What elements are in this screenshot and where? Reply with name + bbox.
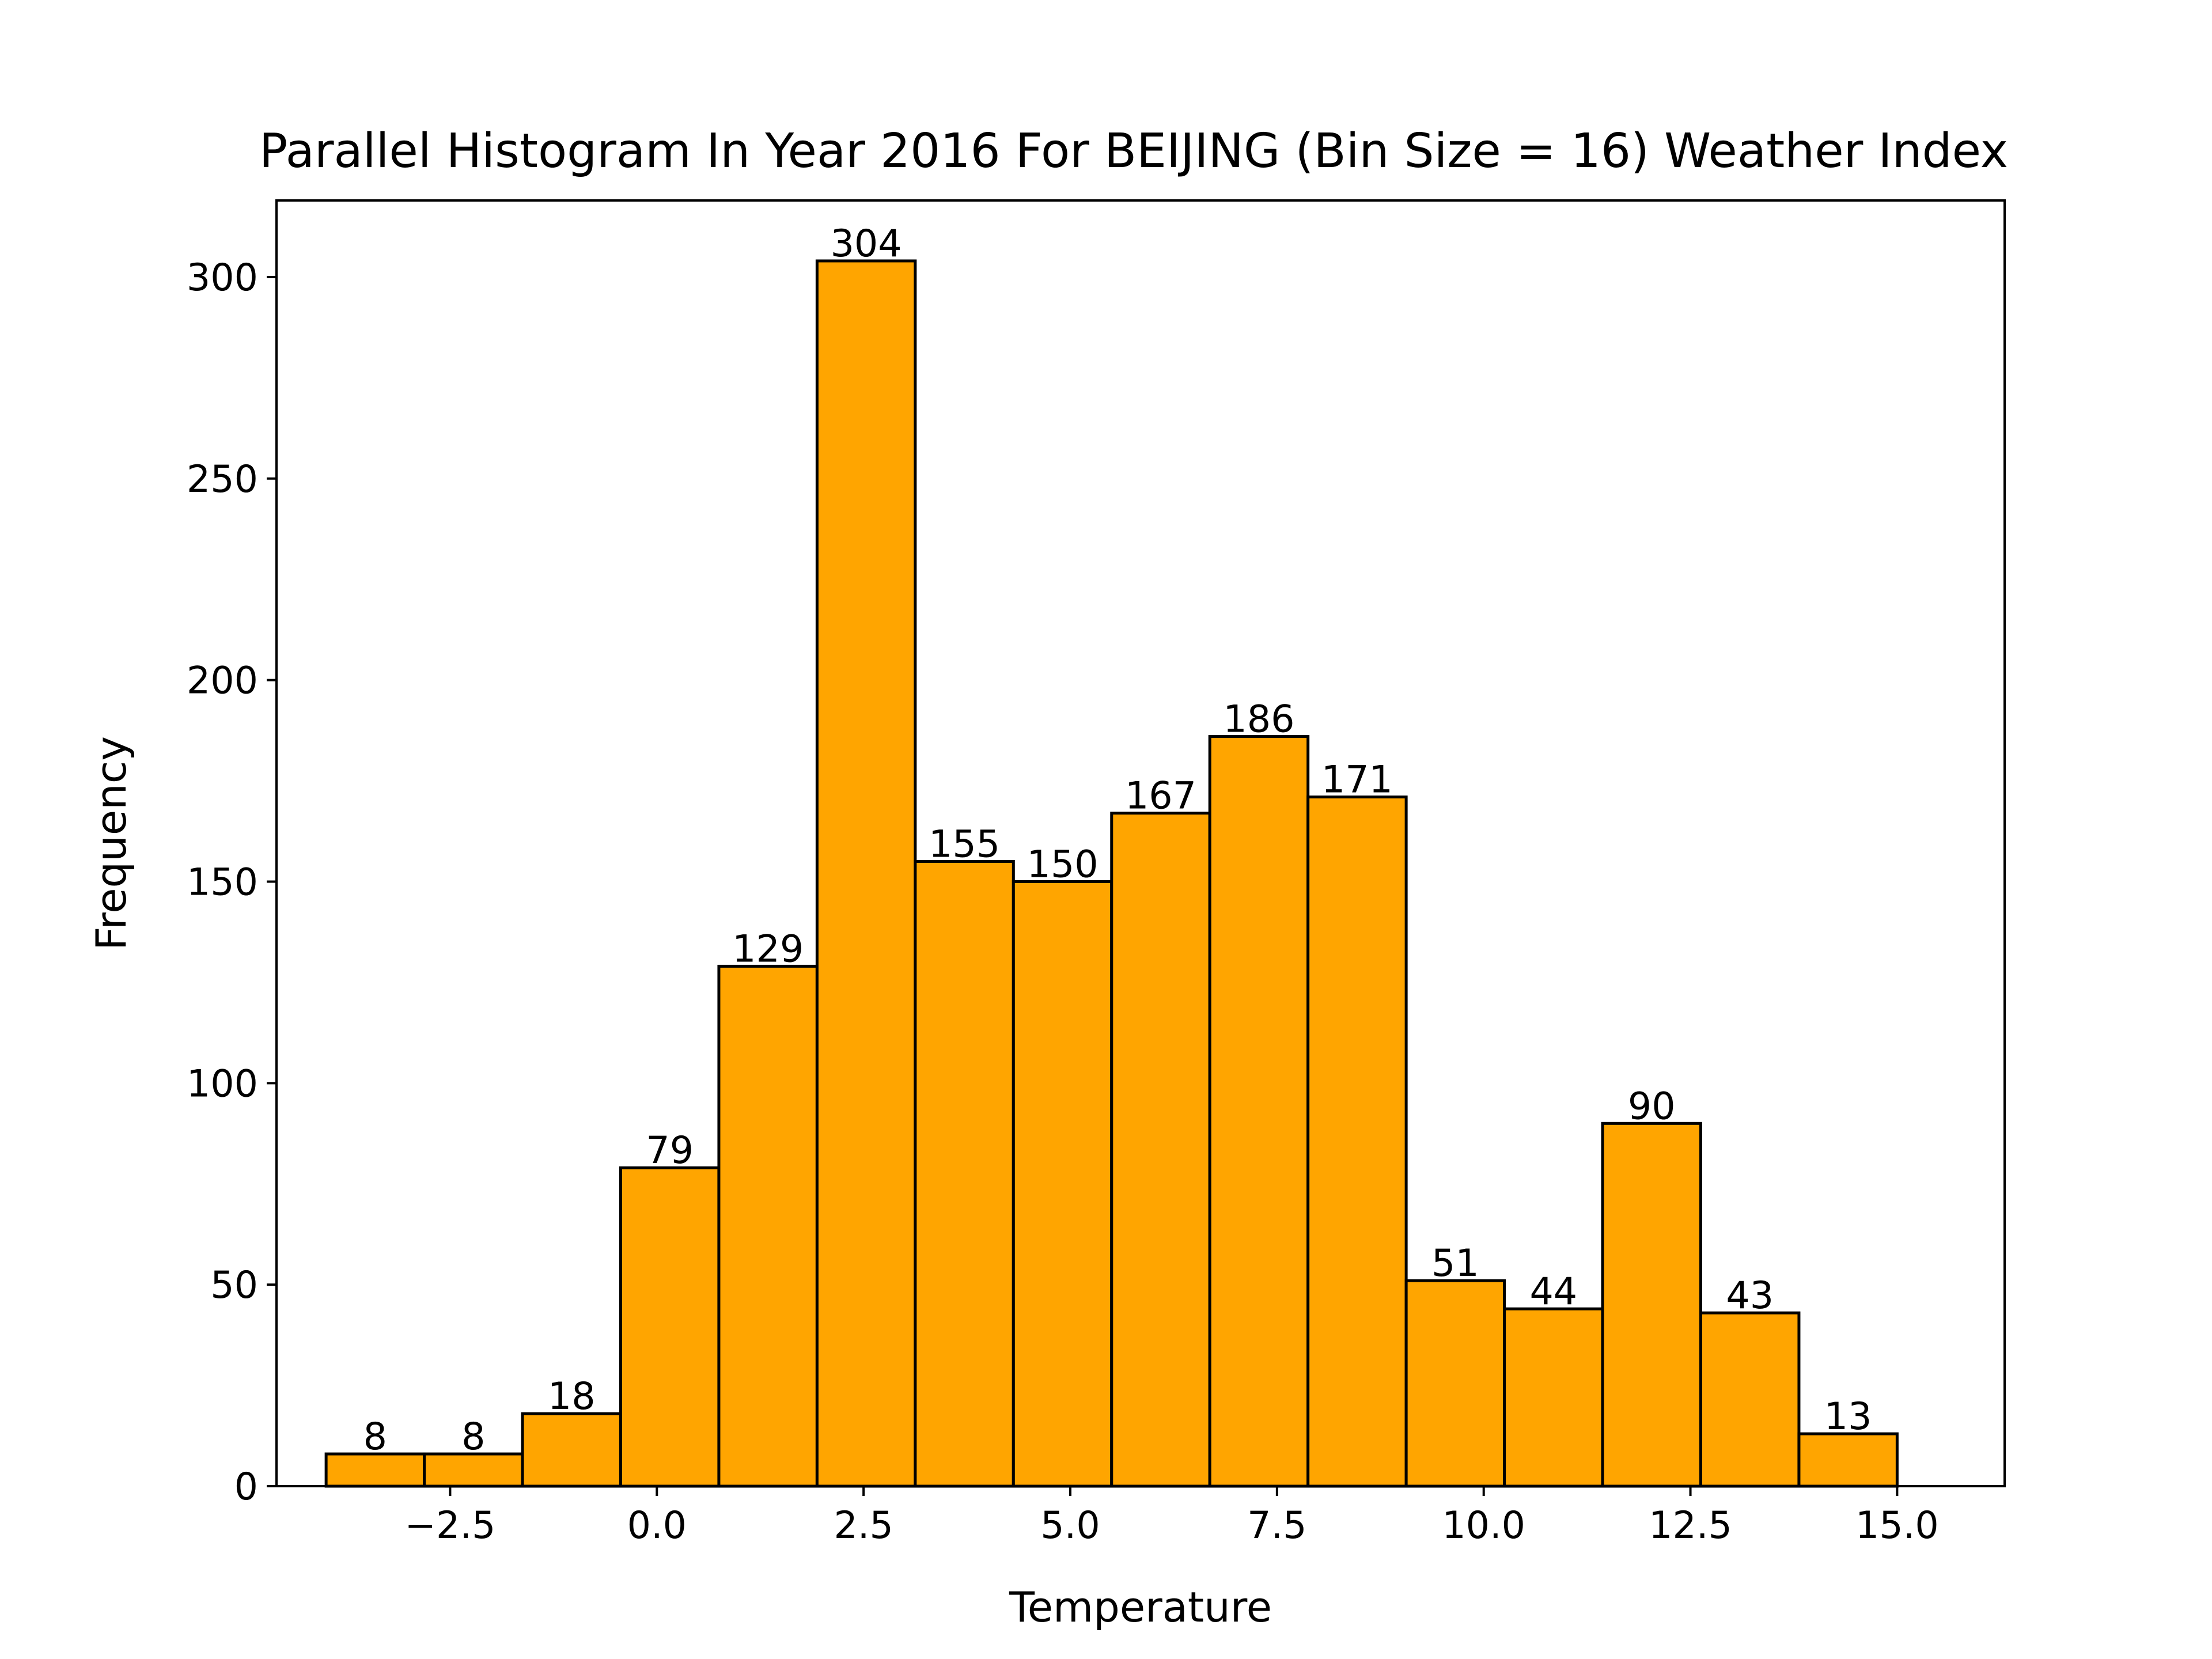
x-axis-ticks: −2.5 0.0 2.5 5.0 7.5 10.0 12.5 15.0 [405,1486,1939,1547]
y-tick-label: 300 [187,256,258,300]
y-tick-label: 150 [187,861,258,904]
histogram-bar [1601,1122,1702,1488]
y-tick-label: 250 [187,458,258,501]
histogram-bar [1110,812,1211,1488]
y-axis-label: Frequency [87,736,135,950]
bar-value-label: 90 [1628,1085,1676,1128]
bar-value-label: 8 [461,1415,485,1459]
bar-value-label: 171 [1321,759,1393,802]
y-axis-ticks: 0 50 100 150 200 250 300 [187,256,276,1509]
bar-value-label: 51 [1431,1242,1479,1285]
bar-value-label: 44 [1529,1270,1577,1313]
y-tick-label: 50 [210,1264,258,1307]
histogram-bar [521,1412,622,1488]
histogram-bar [717,964,819,1488]
histogram-bar [1797,1432,1899,1488]
bar-value-label: 186 [1223,698,1294,741]
x-tick-label: −2.5 [405,1504,496,1547]
x-tick-label: 10.0 [1442,1504,1525,1547]
x-tick-label: 2.5 [834,1504,893,1547]
histogram-bar [1306,796,1408,1488]
y-tick-label: 100 [187,1062,258,1105]
bar-value-label: 167 [1125,775,1196,818]
histogram-bar [1208,735,1310,1488]
x-tick-label: 5.0 [1040,1504,1100,1547]
x-tick-label: 12.5 [1649,1504,1732,1547]
bar-value-label: 150 [1027,843,1098,886]
y-tick-label: 200 [187,660,258,703]
histogram-bar [619,1166,721,1488]
plot-area-frame [275,199,2006,1487]
bar-value-label: 43 [1726,1274,1774,1317]
bar-value-label: 18 [548,1375,596,1418]
x-tick-label: 15.0 [1855,1504,1939,1547]
histogram-bar [1012,880,1113,1488]
histogram-bar [1404,1279,1506,1488]
bars-group [324,259,1899,1488]
bar-value-label: 8 [363,1415,387,1459]
x-tick-label: 7.5 [1247,1504,1306,1547]
bar-labels-group: 8 8 18 79 129 304 155 150 167 186 171 51 44 90 43 13 [363,222,1872,1459]
y-tick-label: 0 [234,1465,258,1509]
bar-value-label: 155 [929,823,1000,866]
bar-value-label: 304 [831,222,902,266]
bar-value-label: 129 [732,927,804,971]
histogram-bar [914,859,1015,1488]
histogram-bar [1503,1307,1604,1488]
bar-value-label: 79 [646,1129,694,1172]
histogram-bar [815,259,917,1488]
x-axis-label: Temperature [1009,1583,1272,1631]
bar-value-label: 13 [1824,1395,1872,1438]
chart-title: Parallel Histogram In Year 2016 For BEIJ… [259,124,2008,179]
histogram-bar [423,1452,524,1488]
histogram-bar [1699,1311,1801,1488]
histogram-bar [324,1452,426,1488]
x-tick-label: 0.0 [627,1504,687,1547]
